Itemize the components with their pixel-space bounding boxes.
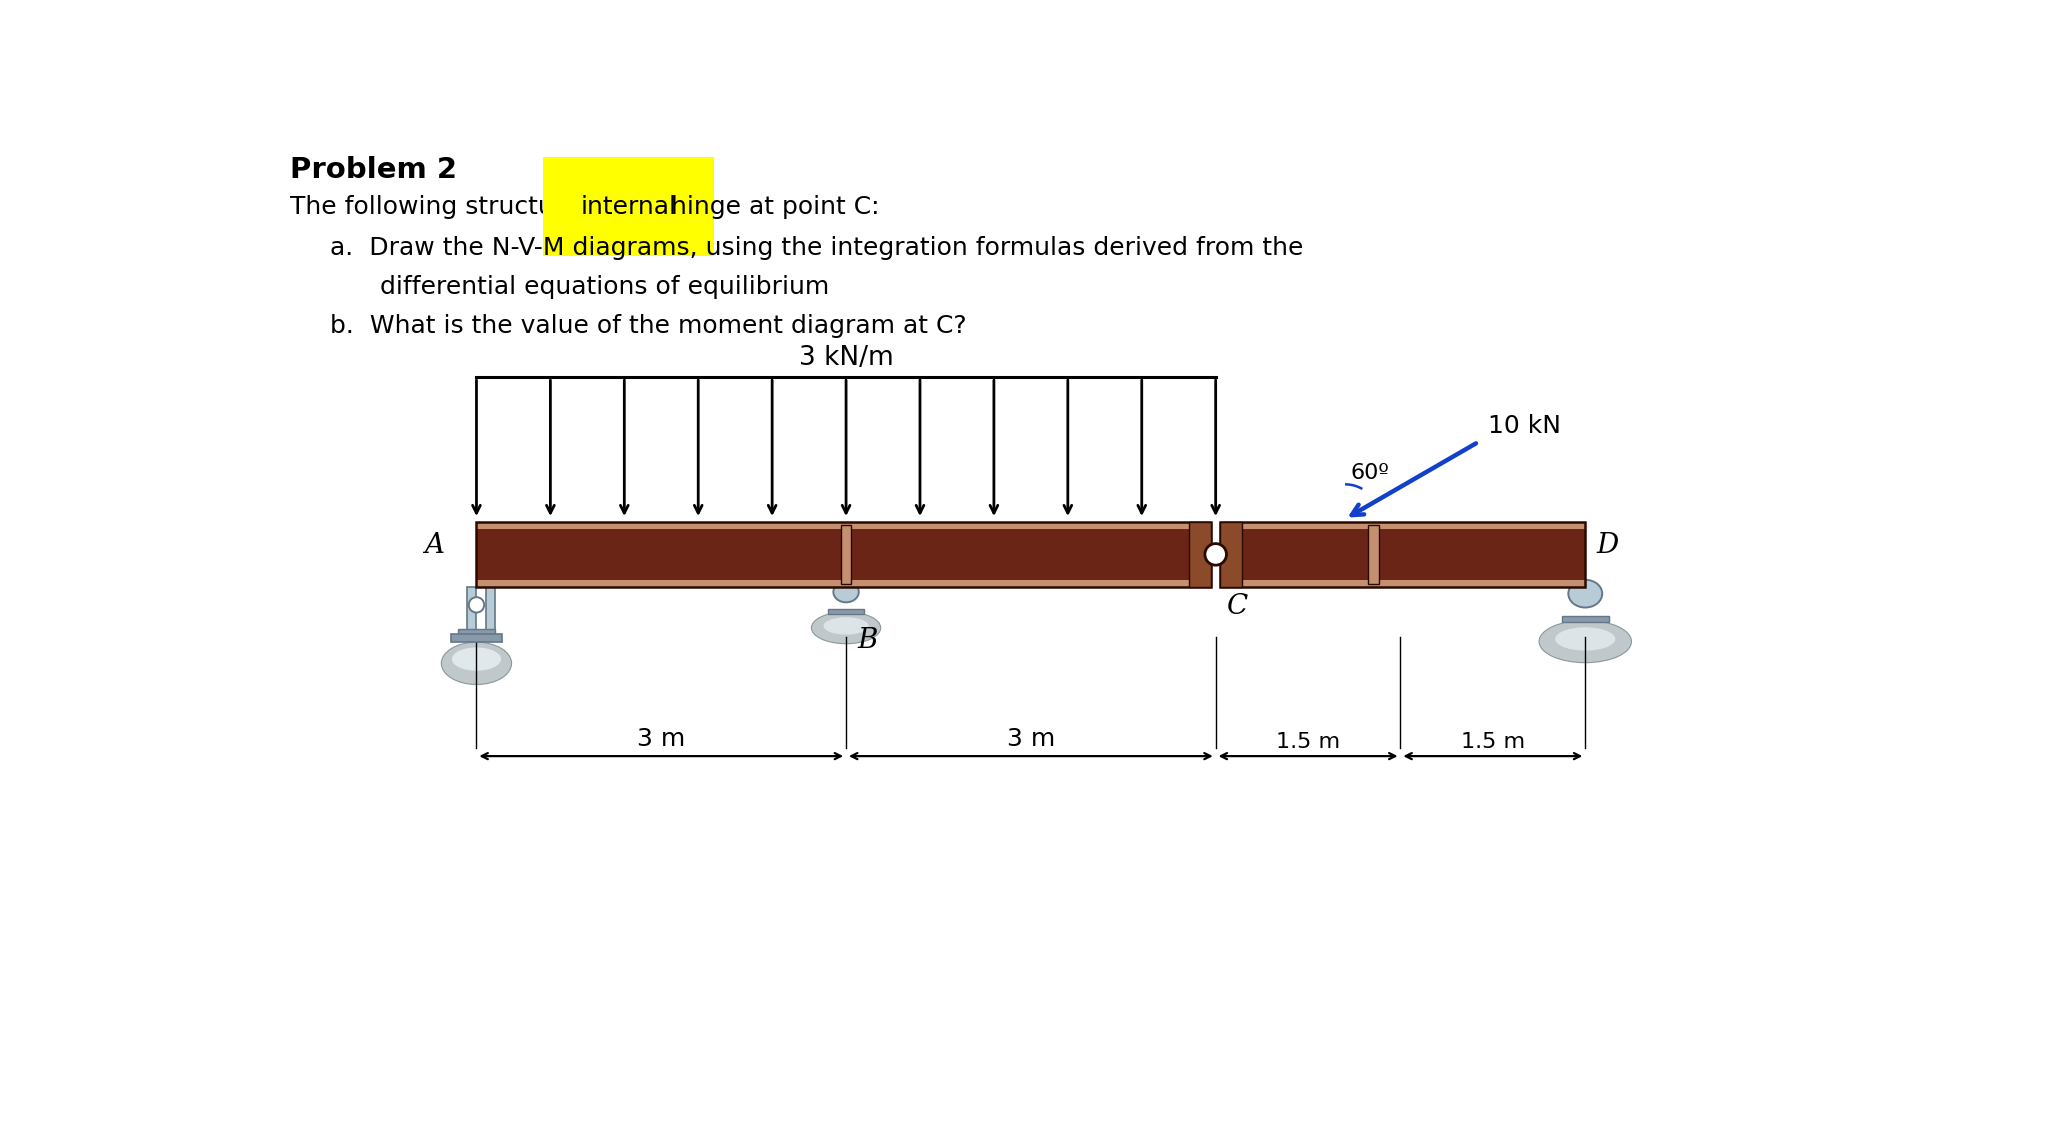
Text: 3 m: 3 m <box>636 727 685 751</box>
Ellipse shape <box>1569 580 1602 608</box>
Ellipse shape <box>1539 620 1631 662</box>
Bar <box>841 525 851 584</box>
Bar <box>450 635 503 642</box>
Bar <box>1219 522 1242 587</box>
Text: a.  Draw the N-V-M diagrams, using the integration formulas derived from the: a. Draw the N-V-M diagrams, using the in… <box>329 235 1303 259</box>
Text: The following structure has an: The following structure has an <box>291 195 679 219</box>
Ellipse shape <box>452 648 501 670</box>
Bar <box>1219 522 1586 587</box>
Circle shape <box>1205 544 1226 565</box>
Bar <box>485 587 495 635</box>
Text: 10 kN: 10 kN <box>1487 415 1561 439</box>
Text: 60º: 60º <box>1350 463 1389 483</box>
Text: Problem 2: Problem 2 <box>291 155 456 184</box>
Bar <box>466 587 477 635</box>
Text: 3 kN/m: 3 kN/m <box>798 345 894 371</box>
Ellipse shape <box>825 617 870 635</box>
Text: internal: internal <box>581 195 677 219</box>
Text: C: C <box>1228 593 1248 620</box>
Bar <box>477 522 1211 587</box>
Text: b.  What is the value of the moment diagram at C?: b. What is the value of the moment diagr… <box>329 314 968 338</box>
Circle shape <box>469 597 485 612</box>
Ellipse shape <box>812 612 880 644</box>
Bar <box>458 629 495 635</box>
Ellipse shape <box>833 581 859 602</box>
Bar <box>1219 580 1586 587</box>
Text: 1.5 m: 1.5 m <box>1277 732 1340 751</box>
Text: 3 m: 3 m <box>1007 727 1056 751</box>
Bar <box>1219 522 1586 587</box>
Bar <box>1369 525 1379 584</box>
Text: differential equations of equilibrium: differential equations of equilibrium <box>381 275 829 299</box>
Bar <box>1561 617 1608 622</box>
Bar <box>477 522 1211 529</box>
Text: A: A <box>424 532 444 558</box>
Bar <box>829 609 863 613</box>
Text: D: D <box>1596 532 1618 558</box>
Bar <box>1189 522 1211 587</box>
Bar <box>477 580 1211 587</box>
Text: B: B <box>857 627 878 653</box>
Ellipse shape <box>1555 627 1614 651</box>
Text: 1.5 m: 1.5 m <box>1461 732 1524 751</box>
Ellipse shape <box>442 642 512 684</box>
Bar <box>1219 522 1586 529</box>
Bar <box>477 522 1211 587</box>
Text: hinge at point C:: hinge at point C: <box>663 195 880 219</box>
